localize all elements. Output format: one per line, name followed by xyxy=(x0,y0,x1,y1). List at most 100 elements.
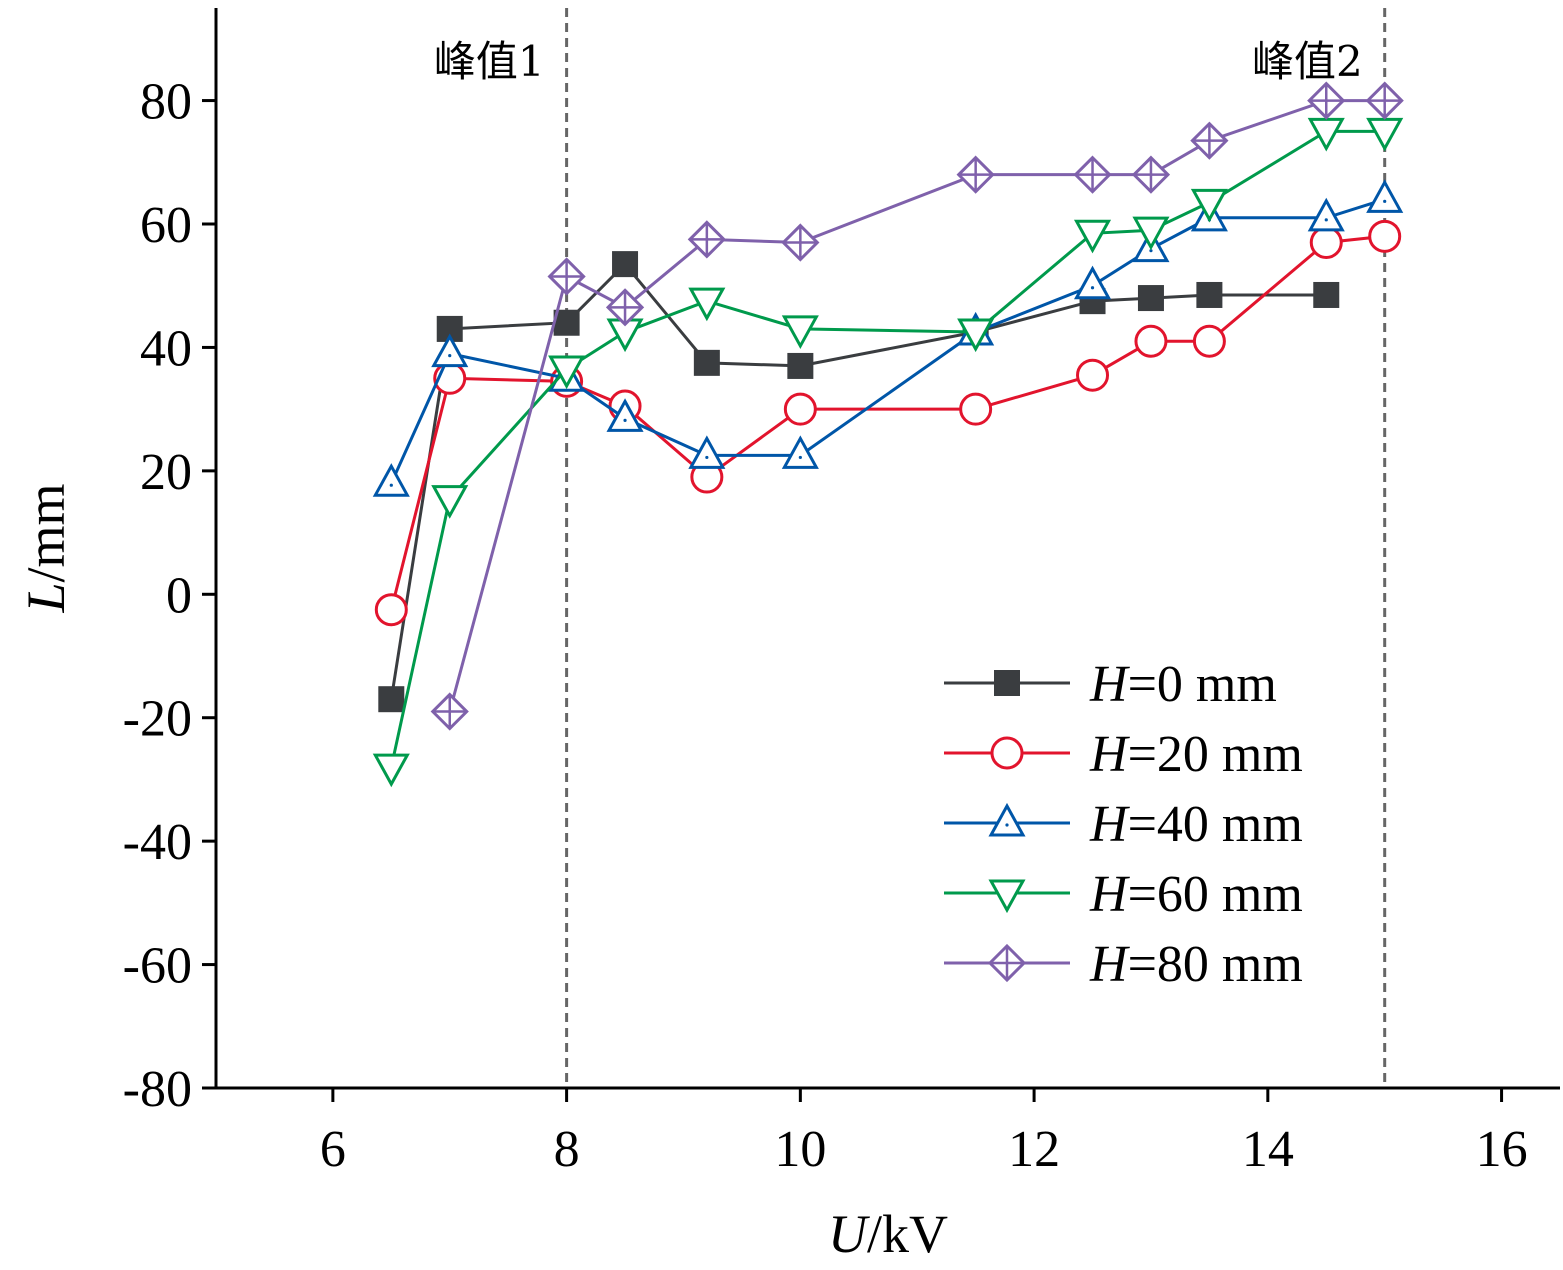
x-axis-var: U xyxy=(828,1204,870,1264)
series-3-point xyxy=(1366,179,1404,213)
series-1 xyxy=(378,251,1340,713)
series-1-point xyxy=(1196,281,1223,308)
series-3-point-dot xyxy=(1090,286,1095,290)
y-tick-label: 80 xyxy=(140,74,192,131)
series-4-point xyxy=(548,355,586,390)
y-tick-label: -80 xyxy=(123,1061,192,1118)
legend-marker xyxy=(988,879,1026,914)
series-3-point-dot xyxy=(1149,249,1153,253)
series-4-point xyxy=(957,318,995,353)
legend-label: H=20 mm xyxy=(1089,726,1303,783)
series-2-point xyxy=(1076,358,1110,392)
legend-marker xyxy=(994,670,1020,696)
legend-label: H=40 mm xyxy=(1089,796,1303,853)
x-tick-label: 6 xyxy=(320,1121,346,1178)
series-2-line xyxy=(389,234,1385,611)
legend-label: H=80 mm xyxy=(1089,936,1303,993)
series-5-line xyxy=(448,99,1385,712)
x-tick-label: 14 xyxy=(1242,1121,1294,1178)
legend-item-2: H=20 mm xyxy=(944,726,1303,783)
series-3-point xyxy=(781,435,819,469)
series-4-point xyxy=(688,287,726,322)
legend-var: H xyxy=(1089,726,1130,783)
series-4-point xyxy=(372,753,410,788)
y-axis-title: L/mm xyxy=(16,483,76,613)
legend-item-4: H=60 mm xyxy=(944,866,1303,923)
series-2-point xyxy=(783,392,817,426)
series-4-point xyxy=(1307,117,1345,152)
series-4-point xyxy=(1073,219,1112,254)
reference-lines: 峰值1 峰值2 xyxy=(434,8,1387,1088)
x-axis-unit: /kV xyxy=(867,1204,948,1264)
series-3-point xyxy=(431,333,469,368)
series-group xyxy=(372,81,1404,788)
peak-label-1: 峰值1 xyxy=(434,37,545,86)
axis-ticks: 6 8 10 12 14 16 -80 -60 -40 -20 0 20 40 60 80 xyxy=(123,74,1528,1178)
y-tick-label: -20 xyxy=(123,691,192,748)
series-1-point xyxy=(693,349,720,376)
series-3-point xyxy=(606,398,644,432)
x-axis-title: U/kV xyxy=(828,1204,948,1264)
x-tick-label: 12 xyxy=(1008,1121,1060,1178)
series-3-point xyxy=(1307,197,1345,232)
legend-marker xyxy=(988,802,1026,837)
series-4-point xyxy=(1132,216,1170,251)
legend-name: =0 mm xyxy=(1128,656,1277,713)
legend: H=0 mmH=20 mmH=40 mmH=60 mmH=80 mm xyxy=(944,656,1303,993)
series-4-point xyxy=(1190,188,1228,223)
legend-marker-dot xyxy=(1005,823,1009,827)
x-tick-label: 8 xyxy=(554,1121,580,1178)
series-2-point xyxy=(374,593,408,627)
legend-item-5: H=80 mm xyxy=(944,936,1303,993)
series-1-point xyxy=(1313,281,1340,308)
legend-var: H xyxy=(1089,866,1130,923)
y-tick-label: -60 xyxy=(123,938,192,995)
y-tick-label: -40 xyxy=(123,814,192,871)
series-2-point xyxy=(1368,219,1402,253)
axes xyxy=(214,8,1560,1090)
series-3 xyxy=(372,179,1404,497)
series-2-point xyxy=(1309,226,1343,260)
series-3-line xyxy=(389,197,1386,484)
x-tick-label: 10 xyxy=(774,1121,826,1178)
legend-var: H xyxy=(1089,796,1130,853)
series-4 xyxy=(372,117,1404,788)
series-4-point xyxy=(431,485,469,519)
legend-name: =60 mm xyxy=(1128,866,1303,923)
series-3-point-dot xyxy=(623,418,627,422)
series-3-point xyxy=(688,435,726,469)
y-axis-var: L xyxy=(16,582,76,613)
series-3-point-dot xyxy=(448,354,452,358)
series-3-point-dot xyxy=(798,455,802,460)
series-4-line xyxy=(389,129,1385,768)
peak-label-2: 峰值2 xyxy=(1252,37,1363,86)
series-3-point-dot xyxy=(389,483,393,487)
series-3-point xyxy=(372,463,410,497)
y-tick-label: 0 xyxy=(166,567,192,624)
series-4-point xyxy=(1366,117,1404,152)
series-2 xyxy=(374,219,1402,627)
series-2-point xyxy=(1192,324,1226,358)
y-axis-unit: /mm xyxy=(16,483,76,582)
x-tick-label: 16 xyxy=(1476,1121,1528,1178)
series-2-point xyxy=(959,392,993,426)
legend-var: H xyxy=(1089,936,1130,993)
legend-label: H=60 mm xyxy=(1089,866,1303,923)
y-tick-label: 40 xyxy=(140,320,192,377)
legend-item-1: H=0 mm xyxy=(944,656,1277,713)
series-5 xyxy=(430,81,1404,731)
series-1-point xyxy=(787,352,814,379)
series-3-point-dot xyxy=(705,455,709,460)
legend-name: =40 mm xyxy=(1128,796,1303,853)
legend-item-3: H=40 mm xyxy=(944,796,1303,853)
series-1-point xyxy=(1137,285,1164,312)
legend-label: H=0 mm xyxy=(1089,656,1277,713)
legend-marker xyxy=(990,736,1024,770)
series-1-point xyxy=(612,251,639,278)
series-2-point xyxy=(1134,324,1168,358)
y-tick-label: 20 xyxy=(140,444,192,501)
series-1-point xyxy=(378,686,405,713)
series-3-point xyxy=(1073,265,1112,300)
series-3-point-dot xyxy=(1324,218,1328,222)
